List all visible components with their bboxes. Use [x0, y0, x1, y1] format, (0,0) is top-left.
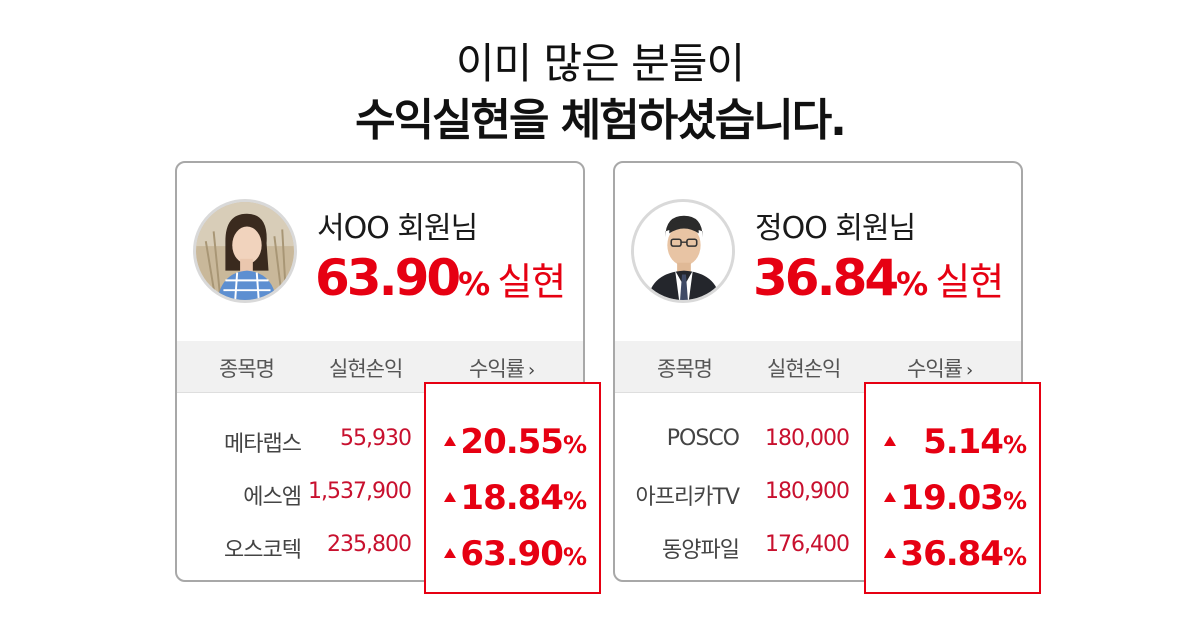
realized-profit: 55,930	[340, 426, 412, 451]
realized-profit: 235,800	[327, 532, 412, 557]
column-header-profit: 실현손익	[767, 357, 841, 381]
headline-line-2: 수익실현을 체험하셨습니다.	[355, 95, 847, 146]
table-row: 동양파일 176,400	[615, 526, 865, 566]
stock-name: 에스엠	[243, 485, 302, 510]
member-name: 서OO 회원님	[317, 211, 478, 246]
column-header-return-label: 수익률	[469, 357, 525, 381]
member-card-2: 정OO 회원님 36.84% 실현 종목명 실현손익 수익률 › POSCO 18…	[613, 161, 1023, 582]
rate-percent-sign: %	[896, 265, 929, 303]
rate-percent-sign: %	[458, 265, 491, 303]
table-row: 메타랩스 55,930	[177, 420, 427, 460]
return-row: 63.90%	[426, 534, 599, 578]
realized-rate: 63.90% 실현	[315, 249, 566, 307]
column-header-return[interactable]: 수익률 ›	[907, 353, 973, 383]
rate-suffix: 실현	[935, 260, 1004, 304]
rate-value: 63.90	[315, 249, 461, 307]
return-percent-sign: %	[562, 431, 587, 459]
realized-profit: 1,537,900	[308, 479, 412, 504]
headline-line-1: 이미 많은 분들이	[455, 39, 745, 88]
stock-name: POSCO	[666, 426, 740, 451]
return-number: 63.90	[460, 534, 564, 574]
up-triangle-icon	[884, 436, 896, 446]
return-value: 63.90%	[460, 534, 587, 574]
member-name: 정OO 회원님	[755, 211, 916, 246]
return-number: 36.84	[900, 534, 1004, 574]
chevron-right-icon: ›	[965, 360, 973, 381]
table-row: 에스엠 1,537,900	[177, 473, 427, 513]
up-triangle-icon	[444, 548, 456, 558]
stock-name: 동양파일	[662, 538, 740, 563]
return-value: 36.84%	[900, 534, 1027, 574]
stock-name: 메타랩스	[224, 432, 302, 457]
rate-suffix: 실현	[497, 260, 566, 304]
return-row: 36.84%	[866, 534, 1039, 578]
realized-profit: 176,400	[765, 532, 850, 557]
stock-name: 오스코텍	[224, 538, 302, 563]
up-triangle-icon	[444, 492, 456, 502]
return-percent-sign: %	[1002, 487, 1027, 515]
return-value: 5.14%	[923, 422, 1027, 462]
return-number: 19.03	[900, 478, 1004, 518]
return-number: 5.14	[923, 422, 1004, 462]
return-value: 20.55%	[460, 422, 587, 462]
return-highlight-box-2: 5.14% 19.03% 36.84%	[864, 382, 1041, 594]
return-row: 19.03%	[866, 478, 1039, 522]
return-percent-sign: %	[1002, 543, 1027, 571]
return-value: 18.84%	[460, 478, 587, 518]
table-row: 오스코텍 235,800	[177, 526, 427, 566]
up-triangle-icon	[444, 436, 456, 446]
return-row: 5.14%	[866, 422, 1039, 466]
up-triangle-icon	[884, 492, 896, 502]
return-row: 20.55%	[426, 422, 599, 466]
table-row: 아프리카TV 180,900	[615, 473, 865, 513]
column-header-stock: 종목명	[657, 357, 713, 381]
return-percent-sign: %	[1002, 431, 1027, 459]
realized-profit: 180,900	[765, 479, 850, 504]
up-triangle-icon	[884, 548, 896, 558]
return-row: 18.84%	[426, 478, 599, 522]
avatar-woman-icon	[193, 199, 297, 303]
return-percent-sign: %	[562, 543, 587, 571]
chevron-right-icon: ›	[527, 360, 535, 381]
rate-value: 36.84	[753, 249, 899, 307]
column-header-profit: 실현손익	[329, 357, 403, 381]
realized-rate: 36.84% 실현	[753, 249, 1004, 307]
avatar-man-icon	[631, 199, 735, 303]
return-percent-sign: %	[562, 487, 587, 515]
return-value: 19.03%	[900, 478, 1027, 518]
column-header-stock: 종목명	[219, 357, 275, 381]
return-number: 18.84	[460, 478, 564, 518]
return-highlight-box-1: 20.55% 18.84% 63.90%	[424, 382, 601, 594]
stock-name: 아프리카TV	[635, 485, 740, 510]
return-number: 20.55	[460, 422, 564, 462]
column-header-return[interactable]: 수익률 ›	[469, 353, 535, 383]
realized-profit: 180,000	[765, 426, 850, 451]
column-header-return-label: 수익률	[907, 357, 963, 381]
table-row: POSCO 180,000	[615, 420, 865, 460]
